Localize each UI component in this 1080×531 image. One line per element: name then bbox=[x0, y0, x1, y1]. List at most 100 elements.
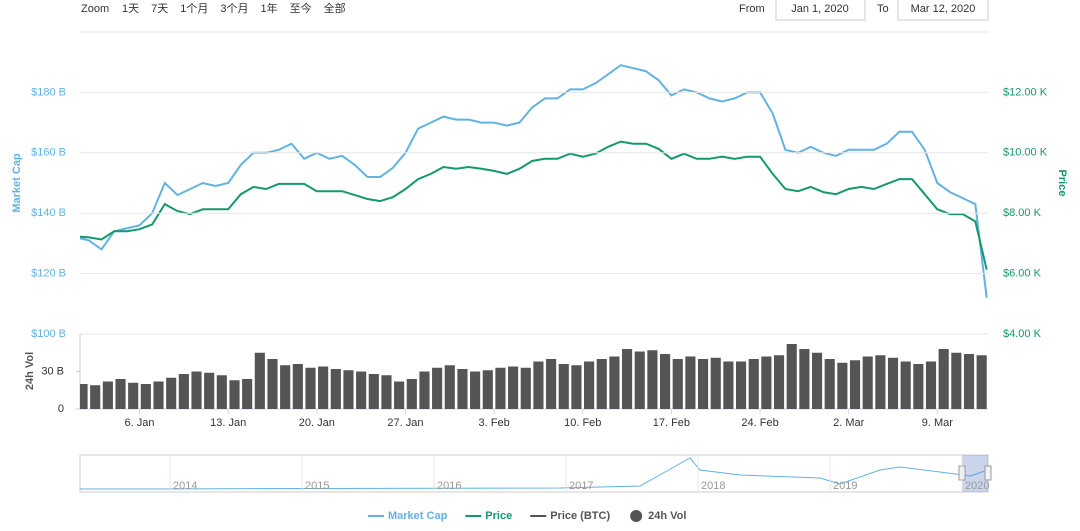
zoom-button[interactable]: 1天 bbox=[122, 3, 139, 15]
volume-bar bbox=[660, 354, 671, 409]
legend-label[interactable]: Price bbox=[485, 510, 512, 522]
zoom-button[interactable]: 全部 bbox=[324, 1, 346, 15]
volume-bar bbox=[723, 361, 734, 409]
volume-bar bbox=[571, 365, 582, 409]
volume-bar bbox=[735, 361, 747, 409]
volume-bar bbox=[634, 351, 645, 409]
y-tick-label: $140 B bbox=[31, 207, 66, 219]
volume-bar bbox=[685, 356, 696, 409]
x-tick-label: 3. Feb bbox=[479, 417, 510, 429]
volume-bar bbox=[178, 374, 189, 409]
volume-bar bbox=[318, 366, 329, 409]
volume-bar bbox=[80, 384, 88, 409]
legend-label[interactable]: 24h Vol bbox=[648, 510, 686, 522]
navigator-handle[interactable] bbox=[984, 465, 992, 481]
y2-tick-label: $4.00 K bbox=[1003, 328, 1042, 340]
plot-area bbox=[80, 64, 988, 409]
zoom-button[interactable]: 7天 bbox=[151, 3, 168, 15]
volume-bar bbox=[508, 366, 519, 409]
navigator-label: 2015 bbox=[305, 480, 329, 492]
volume-bar bbox=[406, 379, 417, 409]
volume-bar bbox=[748, 359, 759, 409]
volume-bar bbox=[191, 371, 202, 409]
volume-bar bbox=[963, 354, 975, 409]
to-label: To bbox=[877, 3, 889, 15]
volume-bar bbox=[811, 352, 823, 409]
volume-bar bbox=[887, 357, 899, 409]
volume-bar bbox=[546, 359, 557, 409]
volume-bar bbox=[672, 359, 683, 409]
volume-bar bbox=[482, 370, 493, 409]
volume-bar bbox=[305, 367, 316, 409]
legend-label[interactable]: Market Cap bbox=[388, 510, 448, 522]
volume-bar bbox=[837, 362, 848, 409]
volume-bar bbox=[432, 367, 443, 409]
volume-bar bbox=[166, 377, 177, 409]
zoom-button[interactable]: 3个月 bbox=[220, 2, 248, 15]
y2-tick-label: $12.00 K bbox=[1003, 86, 1048, 98]
volume-bar bbox=[938, 349, 949, 409]
volume-bar bbox=[102, 381, 113, 409]
zoom-button[interactable]: 1年 bbox=[261, 1, 278, 15]
volume-bar bbox=[976, 355, 987, 409]
volume-bar bbox=[457, 369, 468, 409]
navigator-mask[interactable] bbox=[962, 455, 988, 492]
volume-bar bbox=[115, 379, 126, 409]
volume-bar bbox=[368, 374, 379, 409]
y2-tick-label: $8.00 K bbox=[1003, 207, 1042, 219]
volume-bar bbox=[913, 364, 924, 409]
volume-bar bbox=[647, 350, 658, 409]
zoom-button[interactable]: 1个月 bbox=[180, 2, 208, 15]
to-input[interactable] bbox=[897, 0, 989, 21]
legend-label[interactable]: Price (BTC) bbox=[550, 510, 610, 522]
navigator-label: 2019 bbox=[833, 480, 857, 492]
y2-axis-title: Price bbox=[1056, 170, 1068, 197]
y2-tick-label: $6.00 K bbox=[1003, 268, 1042, 280]
volume-bar bbox=[394, 381, 405, 409]
volume-bar bbox=[824, 359, 835, 409]
volume-bar bbox=[584, 361, 595, 409]
navigator-label: 2018 bbox=[701, 480, 725, 492]
x-tick-label: 24. Feb bbox=[741, 417, 778, 429]
volume-bar bbox=[381, 375, 392, 409]
volume-bar bbox=[849, 360, 861, 409]
volume-bar bbox=[419, 371, 430, 409]
to-value[interactable]: Mar 12, 2020 bbox=[911, 3, 976, 15]
zoom-button[interactable]: 至今 bbox=[290, 1, 312, 15]
volume-bar bbox=[216, 375, 227, 409]
x-tick-label: 17. Feb bbox=[653, 417, 690, 429]
volume-bar bbox=[799, 349, 810, 409]
x-tick-label: 2. Mar bbox=[833, 417, 865, 429]
volume-bar bbox=[558, 364, 569, 409]
volume-bar bbox=[356, 371, 367, 409]
volume-bar bbox=[773, 355, 785, 409]
navigator-label: 2017 bbox=[569, 480, 593, 492]
y-tick-label: $160 B bbox=[31, 147, 66, 159]
y-tick-label: $180 B bbox=[31, 86, 66, 98]
volume-bar bbox=[254, 352, 265, 409]
y-tick-label: $100 B bbox=[31, 328, 66, 340]
volume-bar bbox=[330, 369, 341, 409]
volume-bar bbox=[90, 385, 101, 409]
from-input[interactable] bbox=[775, 0, 866, 21]
volume-bar bbox=[292, 364, 303, 409]
volume-axis-title: 24h Vol bbox=[24, 352, 36, 390]
volume-tick-label: 0 bbox=[58, 403, 64, 415]
volume-bar bbox=[343, 370, 354, 409]
x-tick-label: 6. Jan bbox=[125, 417, 155, 429]
volume-bar bbox=[204, 372, 215, 409]
volume-bar bbox=[520, 367, 531, 409]
volume-bar bbox=[925, 361, 937, 409]
volume-bar bbox=[609, 356, 620, 409]
x-tick-label: 27. Jan bbox=[387, 417, 423, 429]
navigator[interactable] bbox=[79, 454, 989, 493]
volume-bar bbox=[622, 349, 633, 409]
x-tick-label: 20. Jan bbox=[299, 417, 335, 429]
volume-bar bbox=[242, 379, 253, 409]
volume-bar bbox=[444, 365, 455, 409]
volume-bar bbox=[862, 356, 873, 409]
x-tick-label: 10. Feb bbox=[564, 417, 601, 429]
volume-bar bbox=[761, 356, 772, 409]
volume-bar bbox=[153, 381, 164, 409]
from-value[interactable]: Jan 1, 2020 bbox=[791, 3, 849, 15]
